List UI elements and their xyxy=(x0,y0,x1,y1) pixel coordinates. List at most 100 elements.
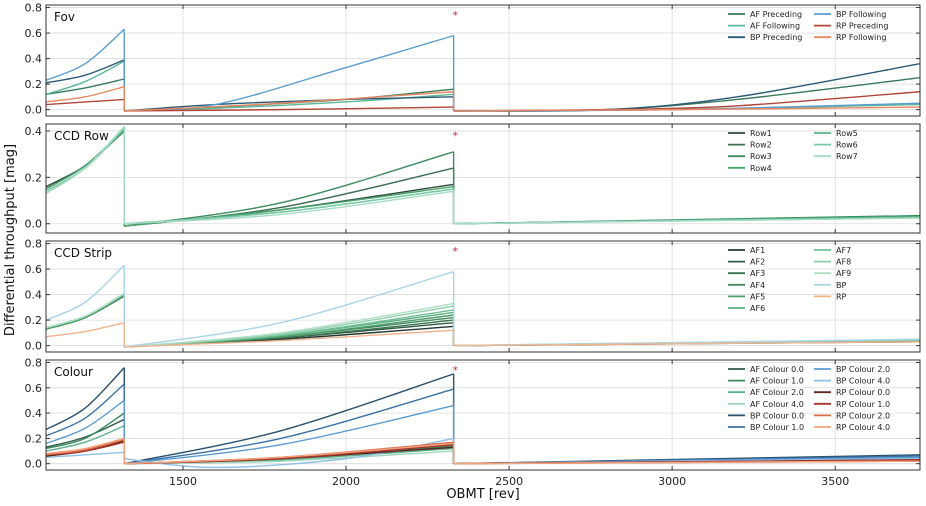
legend-label: Row1 xyxy=(750,129,772,138)
series-line xyxy=(46,367,125,431)
legend-entry: AF5 xyxy=(728,292,765,301)
series-bp-preceding xyxy=(46,59,920,112)
legend-label: AF7 xyxy=(836,246,851,255)
series-line xyxy=(124,270,454,348)
series-row6 xyxy=(46,128,920,225)
series-line xyxy=(124,34,454,112)
series-line xyxy=(453,341,920,347)
legend-label: AF6 xyxy=(750,304,765,313)
series-line xyxy=(46,425,125,452)
legend-label: AF Colour 2.0 xyxy=(750,388,804,397)
legend-label: AF Colour 1.0 xyxy=(750,377,804,386)
series-line xyxy=(46,59,125,84)
series-line xyxy=(46,292,125,329)
x-tick-label: 3500 xyxy=(821,475,849,488)
legend-label: RP Colour 0.0 xyxy=(836,388,890,397)
series-line xyxy=(46,321,125,338)
series-bp xyxy=(46,264,920,348)
legend-entry: Row3 xyxy=(728,152,772,161)
series-row7 xyxy=(46,125,920,225)
y-tick-label: 0.0 xyxy=(25,218,43,231)
series-line xyxy=(46,293,125,330)
legend-label: AF2 xyxy=(750,258,765,267)
series-af-following xyxy=(46,60,920,112)
series-line xyxy=(453,106,920,112)
legend-label: AF Following xyxy=(750,22,800,31)
legend-label: RP Colour 2.0 xyxy=(836,411,890,420)
y-tick-label: 0.4 xyxy=(25,407,43,420)
event-marker: * xyxy=(453,364,459,377)
series-af-preceding xyxy=(46,77,920,112)
series-line xyxy=(453,460,920,465)
legend-entry: AF Colour 4.0 xyxy=(728,400,804,409)
series-line xyxy=(124,96,454,112)
y-tick-label: 0.8 xyxy=(25,2,43,15)
x-tick-label: 2500 xyxy=(495,475,523,488)
legend-entry: AF Colour 2.0 xyxy=(728,388,804,397)
series-row2 xyxy=(46,130,920,227)
legend-label: RP Preceding xyxy=(836,22,888,31)
y-tick-label: 0.8 xyxy=(25,238,43,251)
legend-label: RP Following xyxy=(836,33,886,42)
series-line xyxy=(124,388,454,465)
legend-label: AF Colour 0.0 xyxy=(750,365,804,374)
legend-label: BP Colour 2.0 xyxy=(836,365,890,374)
legend-label: Row4 xyxy=(750,164,772,173)
series-line xyxy=(124,106,454,112)
legend-entry: BP Colour 4.0 xyxy=(814,377,890,386)
panel-title: CCD Row xyxy=(54,129,109,143)
panel-3: 0.0 0.2 0.4 0.6 0.8 1500 2000 2500 3000 3500 Colou… xyxy=(25,357,921,488)
series-line xyxy=(46,98,125,106)
panel-title: CCD Strip xyxy=(54,246,112,260)
legend-label: AF3 xyxy=(750,269,765,278)
y-tick-label: 0.0 xyxy=(25,458,43,471)
series-line xyxy=(46,125,125,195)
legend-label: BP Preceding xyxy=(750,33,802,42)
y-tick-label: 0.4 xyxy=(25,125,43,138)
legend-entry: AF Colour 0.0 xyxy=(728,365,804,374)
series-line xyxy=(124,309,454,348)
series-row3 xyxy=(46,130,920,227)
legend-label: RP Colour 4.0 xyxy=(836,423,890,432)
legend-entry: RP Colour 1.0 xyxy=(814,400,890,409)
series-line xyxy=(124,151,454,227)
legend-entry: Row5 xyxy=(814,129,858,138)
series-line xyxy=(46,264,125,321)
y-tick-label: 0.6 xyxy=(25,27,43,40)
series-line xyxy=(124,404,454,465)
series-row1 xyxy=(46,130,920,227)
legend-entry: RP Following xyxy=(814,33,886,42)
legend-entry: AF2 xyxy=(728,258,765,267)
series-line xyxy=(46,60,125,95)
y-tick-label: 0.6 xyxy=(25,263,43,276)
legend-entry: AF Following xyxy=(728,22,800,31)
panel-2: 0.0 0.2 0.4 0.6 0.8 CCD Strip * AF1 AF2 AF3 AF4 AF5… xyxy=(25,238,921,353)
legend-label: Row2 xyxy=(750,141,772,150)
plot-frame xyxy=(45,4,921,117)
series-line xyxy=(124,302,454,348)
legend-entry: Row7 xyxy=(814,152,858,161)
legend-label: AF9 xyxy=(836,269,851,278)
legend-label: AF Colour 4.0 xyxy=(750,400,804,409)
series-af5 xyxy=(46,293,920,348)
series-af6 xyxy=(46,293,920,348)
legend-entry: RP Colour 0.0 xyxy=(814,388,890,397)
series-af4 xyxy=(46,293,920,348)
legend-entry: RP Preceding xyxy=(814,22,888,31)
legend-entry: BP Preceding xyxy=(728,33,802,42)
event-marker: * xyxy=(453,245,459,258)
series-line xyxy=(124,91,454,112)
series-af7 xyxy=(46,293,920,348)
y-tick-label: 0.0 xyxy=(25,340,43,353)
legend-label: RP Colour 1.0 xyxy=(836,400,890,409)
legend-label: BP Colour 4.0 xyxy=(836,377,890,386)
legend-label: Row5 xyxy=(836,129,858,138)
series-line xyxy=(453,63,920,112)
legend-label: BP xyxy=(836,281,846,290)
series-line xyxy=(46,451,125,459)
legend-label: Row6 xyxy=(836,141,858,150)
plot-frame xyxy=(45,240,921,353)
legend-entry: AF3 xyxy=(728,269,765,278)
panel-title: Colour xyxy=(54,365,93,379)
